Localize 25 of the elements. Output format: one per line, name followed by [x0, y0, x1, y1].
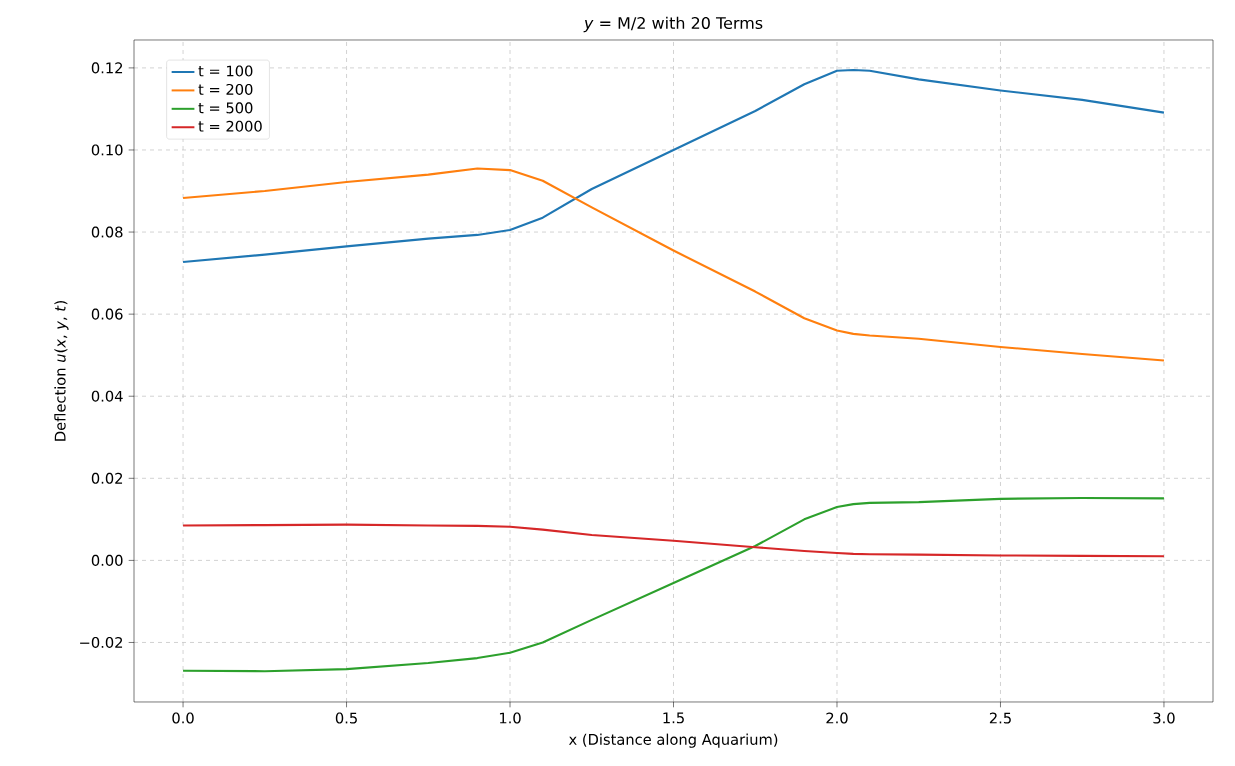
y-tick-label: 0.10 [91, 144, 123, 156]
y-tick-label: 0.12 [91, 62, 123, 74]
x-tick-label: 3.0 [1153, 712, 1175, 724]
y-tick-label: 0.06 [91, 308, 123, 320]
x-tick-label: 2.0 [826, 712, 848, 724]
x-tick-label: 1.0 [499, 712, 521, 724]
line-series [181, 523, 1166, 558]
y-tick-label: 0.02 [91, 472, 123, 484]
legend-label: t = 100 [198, 65, 253, 77]
y-tick-label: 0.08 [91, 226, 123, 238]
legend-label: t = 200 [198, 83, 253, 95]
chart-title: y = M/2 with 20 Terms [583, 16, 763, 33]
x-tick-label: 2.5 [989, 712, 1011, 724]
legend-label: t = 500 [198, 102, 253, 114]
line-series [181, 496, 1166, 673]
y-tick-label: 0.00 [91, 554, 123, 566]
line-series [181, 167, 1166, 362]
y-tick-label: −0.02 [80, 636, 123, 649]
y-tick-label: 0.04 [91, 390, 123, 402]
x-tick-label: 0.0 [172, 712, 194, 724]
x-tick-label: 1.5 [663, 712, 684, 724]
x-axis-title: x (Distance along Aquarium) [568, 733, 778, 748]
legend-label: t = 2000 [198, 120, 262, 132]
x-tick-label: 0.5 [335, 712, 357, 724]
text: Deflection u(x, y, t) [54, 301, 69, 441]
